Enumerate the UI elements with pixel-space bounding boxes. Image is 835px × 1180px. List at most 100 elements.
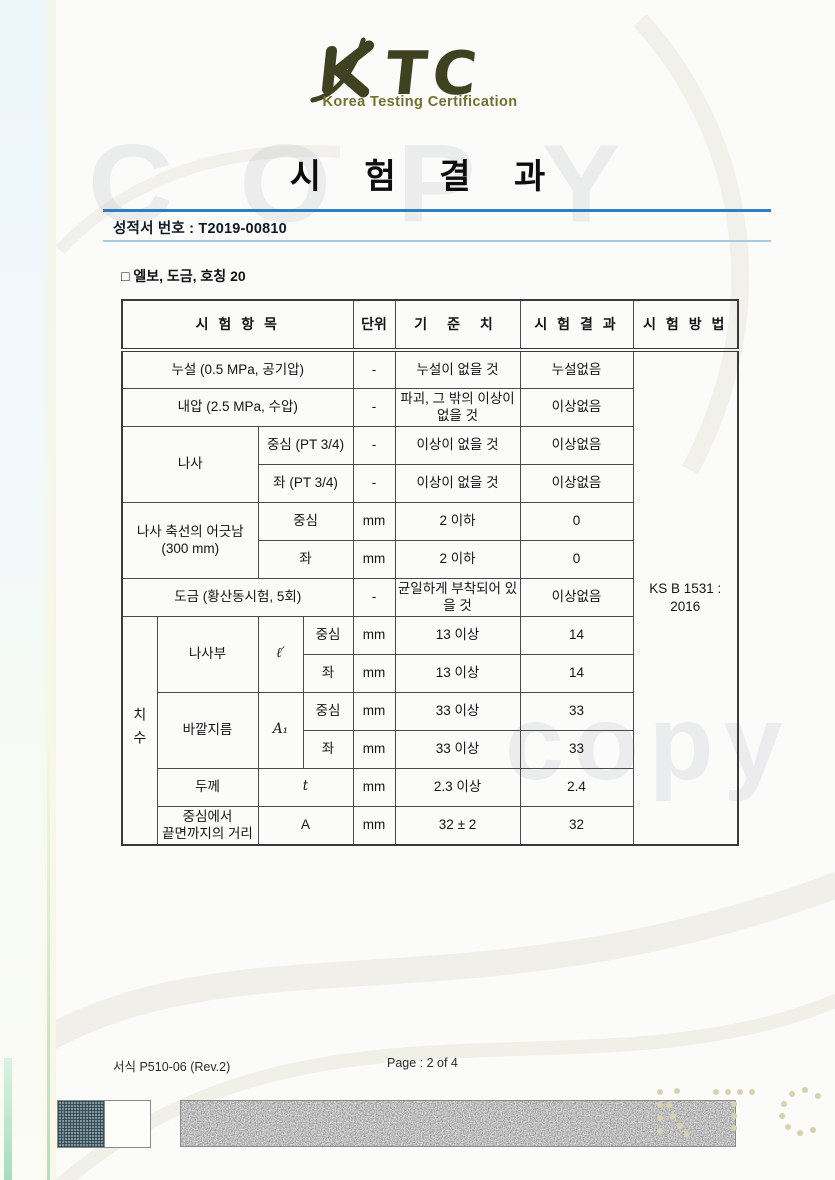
table-row: 치수 나사부 ℓ′ 중심 mm 13 이상 14 [121, 615, 738, 846]
item-symbol: ℓ′ [257, 615, 304, 693]
standard-value: 이상이 없을 것 [394, 463, 521, 503]
unit: mm [352, 729, 396, 769]
col-header-test-item: 시 험 항 목 [121, 299, 354, 352]
item-name: 누설 (0.5 MPa, 공기압) [121, 349, 354, 389]
test-result: 이상없음 [519, 577, 634, 617]
left-sidebar [0, 0, 56, 1180]
unit: mm [352, 805, 396, 846]
table-row: 좌 mm 13 이상 14 [122, 653, 738, 693]
specimen-label: □ 엘보, 도금, 호칭 20 [121, 268, 246, 284]
item-symbol: A [257, 805, 354, 846]
unit: - [352, 463, 396, 503]
divider-thin-blue [103, 240, 771, 242]
unit: - [352, 577, 396, 617]
unit: - [352, 387, 396, 427]
report-number: 성적서 번호 : T2019-00810 [113, 221, 287, 237]
test-result: 누설없음 [519, 349, 634, 389]
item-group: 나사 축선의 어긋남 (300 mm) [121, 501, 259, 579]
item-name: 도금 (황산동시험, 5회) [121, 577, 354, 617]
table-row: 좌 (PT 3/4) - 이상이 없을 것 이상없음 [122, 463, 738, 503]
standard-value: 32 ± 2 [394, 805, 521, 846]
table-row: 두께 t mm 2.3 이상 2.4 [122, 767, 738, 807]
test-result: 14 [519, 653, 634, 693]
col-header-unit: 단위 [352, 299, 396, 352]
group-line: (300 mm) [161, 541, 220, 557]
item-sub: 좌 [302, 653, 354, 693]
method-line: KS B 1531 : [649, 581, 722, 597]
calibration-white-half [104, 1101, 150, 1147]
group-line: 나사 축선의 어긋남 [136, 523, 244, 539]
test-result: 이상없음 [519, 387, 634, 427]
standard-value: 2.3 이상 [394, 767, 521, 807]
table-row: 도금 (황산동시험, 5회) - 균일하게 부착되어 있을 것 이상없음 [121, 577, 738, 617]
test-result: 33 [519, 729, 634, 769]
standard-value: 13 이상 [394, 615, 521, 655]
divider-thick-blue [103, 209, 771, 212]
green-accent-band [4, 1058, 12, 1180]
item-sub: 중심 [302, 615, 354, 655]
table-row: 좌 mm 2 이하 0 [122, 539, 738, 579]
item-symbol: t [257, 767, 354, 807]
standard-value: 누설이 없을 것 [394, 349, 521, 389]
page-title: 시 험 결 과 [289, 158, 563, 196]
col-header-standard: 기 준 치 [394, 299, 521, 352]
unit: - [352, 425, 396, 465]
col-header-result: 시 험 결 과 [519, 299, 634, 352]
item-group: 나사 [121, 425, 259, 503]
table-row: 중심에서 끝면까지의 거리 A mm 32 ± 2 32 [122, 805, 738, 846]
item-group: 바깥지름 [156, 691, 259, 769]
table-row: 좌 mm 33 이상 33 [122, 729, 738, 769]
calibration-square [57, 1100, 151, 1148]
standard-value: 균일하게 부착되어 있을 것 [394, 577, 521, 617]
method-line: 2016 [670, 598, 701, 614]
security-noise-bar [180, 1100, 736, 1147]
item-name: 내압 (2.5 MPa, 수압) [121, 387, 354, 427]
item-symbol: A₁ [257, 691, 304, 769]
name-line: 끝면까지의 거리 [162, 826, 253, 842]
unit: mm [352, 767, 396, 807]
test-result: 2.4 [519, 767, 634, 807]
unit: mm [352, 691, 396, 731]
ktc-dots-icon [650, 1082, 835, 1147]
item-name: 중심에서 끝면까지의 거리 [156, 805, 259, 846]
standard-value: 이상이 없을 것 [394, 425, 521, 465]
form-number: 서식 P510-06 (Rev.2) [113, 1060, 231, 1074]
section-dimensions: 치수 [121, 615, 158, 846]
unit: mm [352, 539, 396, 579]
test-result: 이상없음 [519, 425, 634, 465]
test-results-table: 시 험 항 목 단위 기 준 치 시 험 결 과 시 험 방 법 누설 (0.5… [121, 299, 740, 846]
standard-value: 2 이하 [394, 539, 521, 579]
col-header-method: 시 험 방 법 [632, 299, 739, 352]
standard-value: 33 이상 [394, 729, 521, 769]
standard-value: 33 이상 [394, 691, 521, 731]
calibration-hatch-half [58, 1101, 105, 1147]
unit: mm [352, 615, 396, 655]
table-row: 누설 (0.5 MPa, 공기압) - 누설이 없을 것 누설없음 KS B 1… [121, 349, 739, 846]
item-sub: 중심 [302, 691, 354, 731]
section-label-vertical: 치수 [131, 707, 148, 754]
sidebar-yellow-edge [40, 0, 56, 1180]
test-result: 0 [519, 539, 634, 579]
item-sub: 좌 [302, 729, 354, 769]
page-number: Page : 2 of 4 [387, 1056, 458, 1070]
logo-subtitle: Korea Testing Certification [322, 94, 518, 110]
item-sub: 좌 [257, 539, 354, 579]
test-result: 이상없음 [519, 463, 634, 503]
item-name: 두께 [156, 767, 259, 807]
unit: mm [352, 653, 396, 693]
item-sub: 좌 (PT 3/4) [257, 463, 354, 503]
item-sub: 중심 [257, 501, 354, 541]
item-sub: 중심 (PT 3/4) [257, 425, 354, 465]
test-result: 0 [519, 501, 634, 541]
name-line: 중심에서 [182, 808, 233, 824]
item-group: 나사부 [156, 615, 259, 693]
standard-value: 13 이상 [394, 653, 521, 693]
ktc-logo-icon: TC [310, 37, 486, 109]
test-result: 33 [519, 691, 634, 731]
unit: mm [352, 501, 396, 541]
logo-tc-text: TC [382, 39, 486, 104]
ktc-logo: TC [298, 32, 538, 109]
test-result: 14 [519, 615, 634, 655]
unit: - [352, 349, 396, 389]
